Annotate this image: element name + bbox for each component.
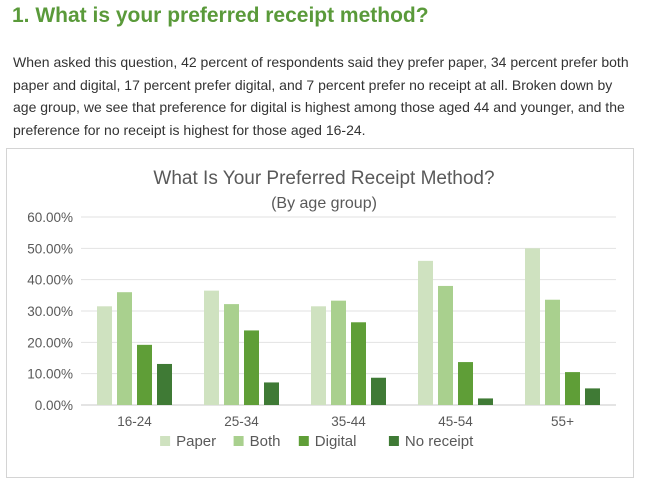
- y-tick-label: 20.00%: [27, 335, 73, 350]
- bar-paper-16-24: [97, 306, 112, 405]
- y-tick-label: 10.00%: [27, 367, 73, 382]
- bar-both-35-44: [331, 300, 346, 405]
- x-tick-label: 55+: [551, 414, 574, 429]
- bar-paper-45-54: [418, 260, 433, 405]
- bar-no-receipt-25-34: [264, 382, 279, 405]
- chart-subtitle: (By age group): [271, 195, 377, 212]
- section-heading: 1. What is your preferred receipt method…: [12, 4, 429, 27]
- y-axis: 0.00% 10.00% 20.00% 30.00% 40.00% 50.00% 60.00…: [27, 210, 73, 413]
- bar-digital-45-54: [458, 362, 473, 405]
- legend-swatch: [233, 436, 244, 446]
- bar-no-receipt-35-44: [371, 377, 386, 405]
- bar-digital-16-24: [137, 344, 152, 405]
- legend-label: No receipt: [405, 433, 474, 450]
- x-tick-label: 45-54: [438, 414, 473, 429]
- bar-digital-55+: [565, 372, 580, 405]
- bar-both-16-24: [117, 292, 132, 405]
- chart-title: What Is Your Preferred Receipt Method?: [153, 168, 494, 189]
- bar-paper-25-34: [204, 290, 219, 405]
- y-tick-label: 0.00%: [35, 398, 73, 413]
- bar-digital-25-34: [244, 330, 259, 405]
- legend-swatch: [298, 436, 309, 446]
- y-tick-label: 30.00%: [27, 304, 73, 319]
- legend-label: Paper: [176, 433, 216, 450]
- legend-swatch: [388, 436, 399, 446]
- legend-swatch: [160, 436, 171, 446]
- y-tick-label: 50.00%: [27, 241, 73, 256]
- bar-paper-55+: [525, 248, 540, 405]
- bar-no-receipt-16-24: [157, 363, 172, 405]
- x-tick-label: 25-34: [224, 414, 259, 429]
- legend-label: Digital: [315, 433, 357, 450]
- chart-container: What Is Your Preferred Receipt Method? (…: [6, 148, 634, 478]
- x-tick-label: 16-24: [117, 414, 152, 429]
- x-axis: 16-24 25-34 35-44 45-54 55+: [117, 414, 574, 429]
- bar-both-25-34: [224, 304, 239, 405]
- receipt-method-chart: What Is Your Preferred Receipt Method? (…: [27, 168, 616, 450]
- bars: [97, 248, 600, 405]
- bar-digital-35-44: [351, 322, 366, 405]
- x-tick-label: 35-44: [331, 414, 366, 429]
- bar-no-receipt-45-54: [478, 398, 493, 405]
- bar-paper-35-44: [311, 306, 326, 405]
- bar-both-55+: [545, 299, 560, 405]
- y-tick-label: 40.00%: [27, 273, 73, 288]
- bar-both-45-54: [438, 285, 453, 405]
- legend-label: Both: [250, 433, 281, 450]
- bar-no-receipt-55+: [585, 388, 600, 405]
- intro-paragraph: When asked this question, 42 percent of …: [13, 54, 629, 138]
- y-tick-label: 60.00%: [27, 210, 73, 225]
- legend: Paper Both Digital No receipt: [160, 433, 474, 450]
